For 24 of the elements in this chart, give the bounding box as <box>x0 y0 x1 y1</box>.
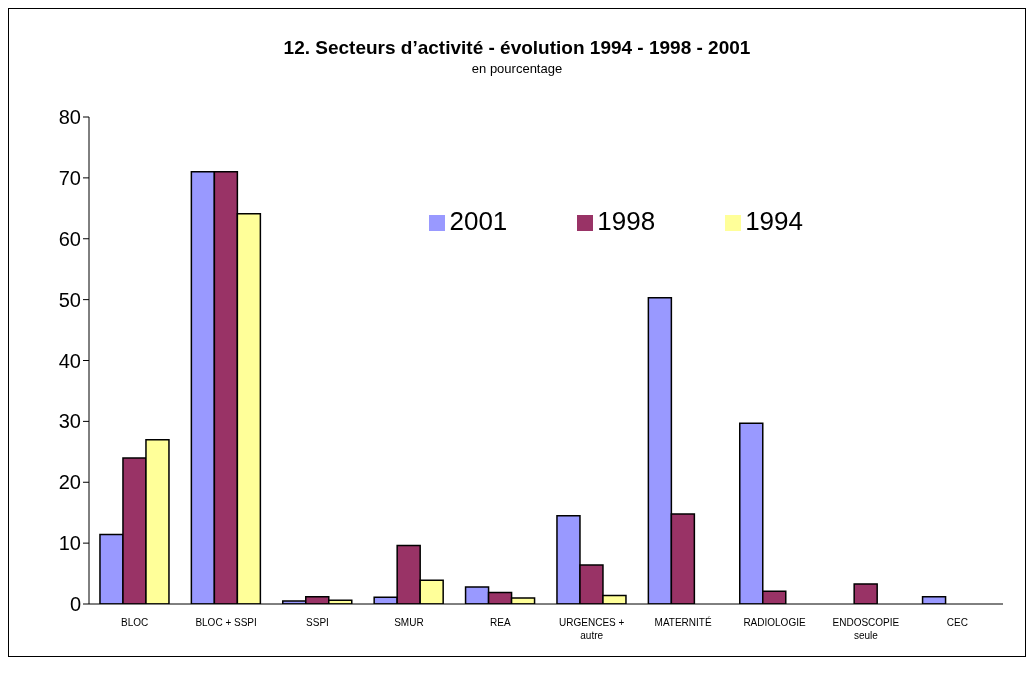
x-tick-label: RADIOLOGIE <box>743 617 806 628</box>
y-tick-label: 30 <box>58 410 81 433</box>
x-tick-label: BLOC <box>121 617 149 628</box>
legend-label: 1998 <box>597 206 656 236</box>
chart-subtitle: en pourcentage <box>470 61 564 76</box>
y-tick-label: 40 <box>58 349 81 372</box>
legend-label: 2001 <box>449 206 508 236</box>
chart-title: 12. Secteurs d’activité - évolution 1994 - 1998 - 2001 <box>282 37 752 59</box>
y-tick-label: 80 <box>58 106 81 129</box>
x-tick-label: SSPI <box>306 617 329 628</box>
y-tick-label: 0 <box>69 593 81 616</box>
y-tick-label: 60 <box>58 227 81 250</box>
x-tick-label: BLOC + SSPI <box>195 617 257 628</box>
x-tick-label: URGENCES + autre <box>559 617 625 641</box>
x-tick-label: CEC <box>946 617 968 628</box>
x-tick-label: SMUR <box>394 617 424 628</box>
x-tick-label: ENDOSCOPIE seule <box>832 617 900 641</box>
legend-label: 1994 <box>745 206 803 236</box>
y-tick-label: 20 <box>58 471 81 494</box>
y-tick-label: 10 <box>58 532 81 555</box>
y-tick-label: 50 <box>58 288 81 311</box>
x-tick-label: MATERNITÉ <box>654 616 712 628</box>
y-tick-label: 70 <box>58 166 81 189</box>
x-tick-label: REA <box>490 617 511 628</box>
